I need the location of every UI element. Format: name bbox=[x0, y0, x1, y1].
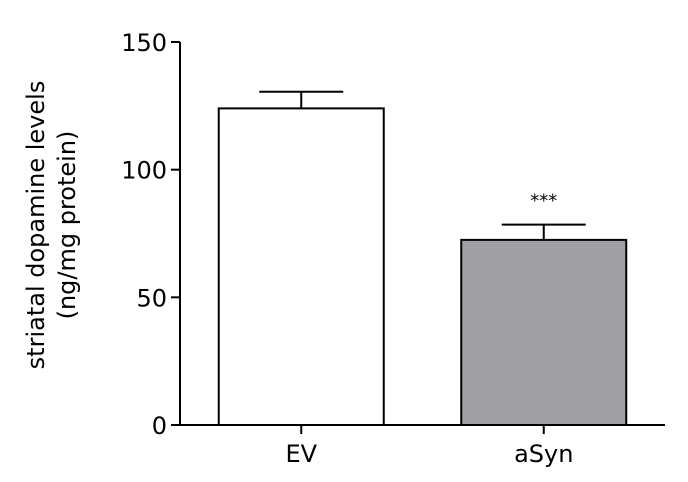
y-axis-title-line1: striatal dopamine levels bbox=[22, 81, 50, 370]
significance-annotation: *** bbox=[530, 191, 557, 212]
x-axis: EV aSyn bbox=[180, 424, 665, 468]
y-tick-label: 150 bbox=[121, 29, 167, 57]
bar-asyn bbox=[460, 238, 628, 426]
x-tick-label: EV bbox=[285, 440, 317, 468]
y-tick-label: 0 bbox=[152, 412, 167, 440]
bar-ev bbox=[217, 107, 385, 427]
y-axis: 0 50 100 150 bbox=[121, 29, 181, 440]
y-tick-label: 50 bbox=[136, 284, 167, 312]
y-tick-label: 100 bbox=[121, 157, 167, 185]
y-axis-title-line2: (ng/mg protein) bbox=[53, 131, 81, 320]
y-axis-title: striatal dopamine levels (ng/mg protein) bbox=[22, 81, 81, 370]
x-tick-label: aSyn bbox=[514, 440, 573, 468]
bars-group: *** bbox=[217, 90, 628, 427]
